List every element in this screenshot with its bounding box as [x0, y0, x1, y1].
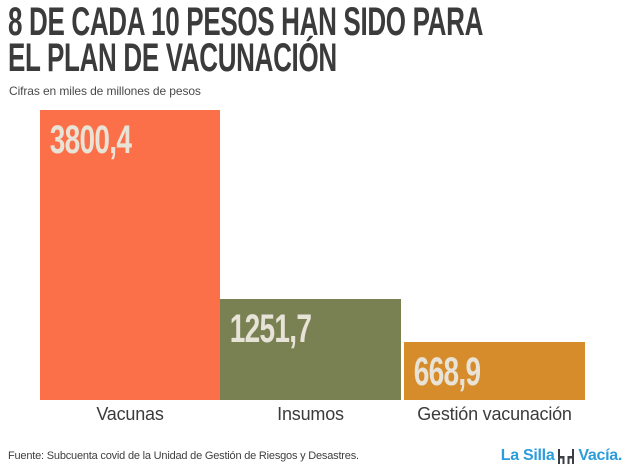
chart-title-line-1: 8 DE CADA 10 PESOS HAN SIDO PARA — [8, 0, 484, 44]
category-label-gestion-vacunacion: Gestión vacunación — [417, 404, 572, 424]
logo-text-la-silla: La Silla — [500, 447, 555, 464]
bar-vacunas: 3800,4 — [40, 110, 220, 400]
bar-value-label: 3800,4 — [49, 118, 132, 162]
logo-text-vacia: Vacía. — [578, 447, 622, 464]
bar-insumos: 1251,7 — [220, 299, 401, 400]
bar-value-label: 668,9 — [413, 350, 481, 394]
two-chairs-icon — [558, 448, 575, 464]
category-label-insumos: Insumos — [277, 404, 344, 424]
chart-title: 8 DE CADA 10 PESOS HAN SIDO PARA EL PLAN… — [8, 0, 628, 80]
category-label-vacunas: Vacunas — [96, 404, 164, 424]
bar-gestion-vacunacion: 668,9 — [404, 342, 585, 400]
lasillavacia-logo: La Silla Vacía. — [500, 447, 623, 465]
source-note: Fuente: Subcuenta covid de la Unidad de … — [8, 450, 359, 462]
bar-value-label: 1251,7 — [229, 307, 312, 351]
chart-subtitle: Cifras en miles de millones de pesos — [9, 84, 201, 98]
chart-title-line-2: EL PLAN DE VACUNACIÓN — [8, 36, 337, 80]
